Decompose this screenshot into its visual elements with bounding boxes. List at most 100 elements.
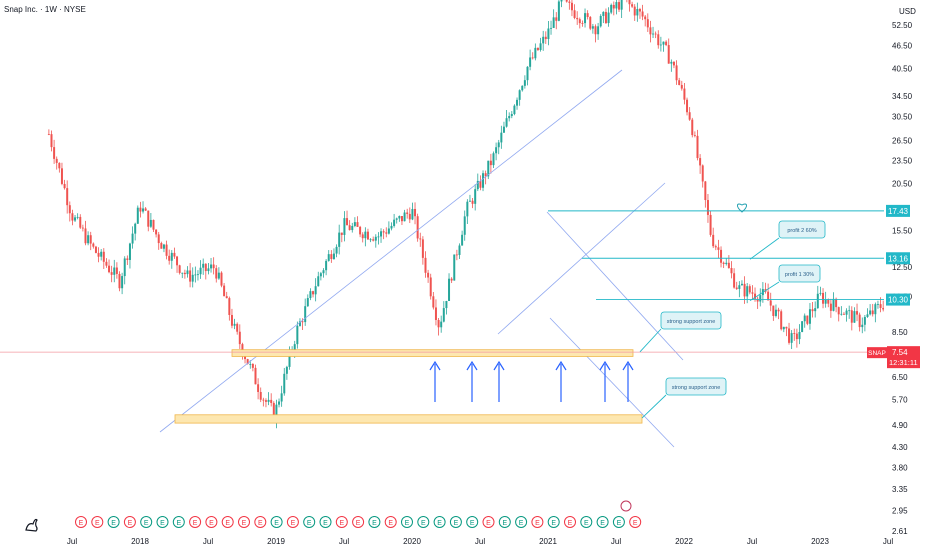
earnings-badge[interactable] — [531, 516, 544, 528]
callout-box[interactable] — [660, 311, 722, 330]
earnings-badge[interactable] — [368, 516, 381, 528]
earnings-marker[interactable]: E — [140, 516, 153, 528]
earnings-badge[interactable] — [123, 516, 136, 528]
earnings-badge[interactable] — [612, 516, 625, 528]
channel-line-lower — [549, 317, 675, 448]
earnings-marker[interactable]: E — [580, 516, 593, 528]
candle-body — [55, 158, 58, 163]
earnings-badge[interactable] — [286, 516, 299, 528]
candle-body — [47, 134, 50, 135]
earnings-marker[interactable]: E — [123, 516, 136, 528]
earnings-badge[interactable] — [335, 516, 348, 528]
earnings-badge[interactable] — [205, 516, 218, 528]
earnings-marker[interactable]: E — [401, 516, 413, 528]
earnings-badge[interactable] — [107, 516, 120, 528]
candle-body — [390, 225, 393, 229]
earnings-marker[interactable]: E — [205, 516, 218, 528]
earnings-marker[interactable]: E — [466, 516, 479, 528]
earnings-marker[interactable]: E — [352, 516, 365, 528]
earnings-badge[interactable] — [629, 516, 642, 528]
candle-body — [680, 84, 683, 89]
earnings-marker[interactable]: E — [612, 516, 625, 528]
earnings-badge[interactable] — [547, 516, 560, 528]
earnings-badge[interactable] — [172, 516, 185, 528]
earnings-badge[interactable] — [140, 516, 153, 528]
earnings-marker[interactable]: E — [221, 516, 234, 528]
earnings-badge[interactable] — [482, 516, 495, 528]
price-level-badge[interactable] — [886, 252, 910, 265]
price-level-badge[interactable] — [886, 204, 910, 217]
earnings-marker[interactable]: E — [270, 516, 283, 528]
earnings-badge[interactable] — [319, 516, 332, 528]
earnings-marker[interactable]: E — [303, 516, 316, 528]
earnings-badge[interactable] — [156, 516, 169, 528]
last-price-badge[interactable] — [887, 346, 920, 369]
earnings-marker[interactable]: E — [189, 516, 202, 528]
earnings-marker[interactable]: E — [335, 516, 348, 528]
earnings-marker[interactable]: E — [75, 516, 87, 528]
earnings-marker[interactable]: E — [319, 516, 332, 528]
callout-box[interactable] — [778, 264, 821, 283]
earnings-marker[interactable]: E — [107, 516, 120, 528]
logo-icon[interactable] — [25, 518, 38, 532]
price-axis[interactable]: 52.50 46.50 40.50 34.50 30.50 26.50 23.50 20.50… — [867, 21, 920, 536]
earnings-badge[interactable] — [466, 516, 479, 528]
earnings-marker[interactable]: E — [596, 516, 609, 528]
earnings-badge[interactable] — [449, 516, 462, 528]
candle-body — [717, 247, 720, 250]
earnings-marker[interactable]: E — [531, 516, 544, 528]
earnings-marker[interactable]: E — [629, 516, 642, 528]
earnings-badge[interactable] — [254, 516, 267, 528]
earnings-badge[interactable] — [401, 516, 413, 528]
earnings-marker[interactable]: E — [156, 516, 169, 528]
callout-box[interactable] — [778, 220, 826, 239]
earnings-badge[interactable] — [303, 516, 316, 528]
earnings-marker[interactable]: E — [172, 516, 185, 528]
dividend-icon[interactable] — [620, 500, 632, 512]
earnings-marker[interactable]: E — [368, 516, 381, 528]
earnings-badge[interactable] — [270, 516, 283, 528]
earnings-badge[interactable] — [384, 516, 397, 528]
earnings-marker[interactable]: E — [384, 516, 397, 528]
earnings-badge[interactable] — [238, 516, 250, 528]
earnings-marker[interactable]: E — [547, 516, 560, 528]
callout-box[interactable] — [665, 377, 727, 396]
earnings-marker[interactable]: E — [254, 516, 267, 528]
symbol-badge[interactable] — [867, 347, 887, 359]
earnings-marker[interactable]: E — [515, 516, 528, 528]
earnings-marker[interactable]: E — [482, 516, 495, 528]
candle-body — [505, 118, 508, 127]
earnings-badge[interactable] — [498, 516, 511, 528]
earnings-badge[interactable] — [221, 516, 234, 528]
earnings-marker[interactable]: E — [498, 516, 511, 528]
earnings-badge[interactable] — [189, 516, 202, 528]
price-level-badge[interactable] — [886, 293, 910, 306]
price-tick-label: 4.30 — [892, 443, 908, 452]
earnings-badge[interactable] — [91, 516, 104, 528]
earnings-badge[interactable] — [417, 516, 430, 528]
candle-body — [68, 205, 71, 214]
heart-icon[interactable] — [737, 203, 747, 213]
earnings-badge[interactable] — [596, 516, 609, 528]
earnings-badge[interactable] — [564, 516, 576, 528]
time-axis[interactable]: Jul 2018 Jul 2019 Jul 2020 Jul 2021 Jul 2022 Jul 20… — [67, 537, 932, 546]
earnings-badge[interactable] — [515, 516, 528, 528]
candle-body — [659, 44, 662, 46]
candle-body — [709, 214, 712, 235]
earnings-marker[interactable]: E — [564, 516, 576, 528]
earnings-badge[interactable] — [75, 516, 87, 528]
earnings-badge[interactable] — [352, 516, 365, 528]
earnings-marker[interactable]: E — [286, 516, 299, 528]
earnings-marker[interactable]: E — [91, 516, 104, 528]
earnings-badge[interactable] — [433, 516, 446, 528]
earnings-badge[interactable] — [580, 516, 593, 528]
candle-body — [178, 265, 181, 273]
earnings-marker[interactable]: E — [433, 516, 446, 528]
earnings-marker[interactable]: E — [449, 516, 462, 528]
candle-body — [615, 2, 618, 9]
earnings-marker[interactable]: E — [238, 516, 250, 528]
candle-body — [597, 26, 600, 35]
currency-label[interactable]: USD — [899, 7, 916, 16]
earnings-marker[interactable]: E — [417, 516, 430, 528]
